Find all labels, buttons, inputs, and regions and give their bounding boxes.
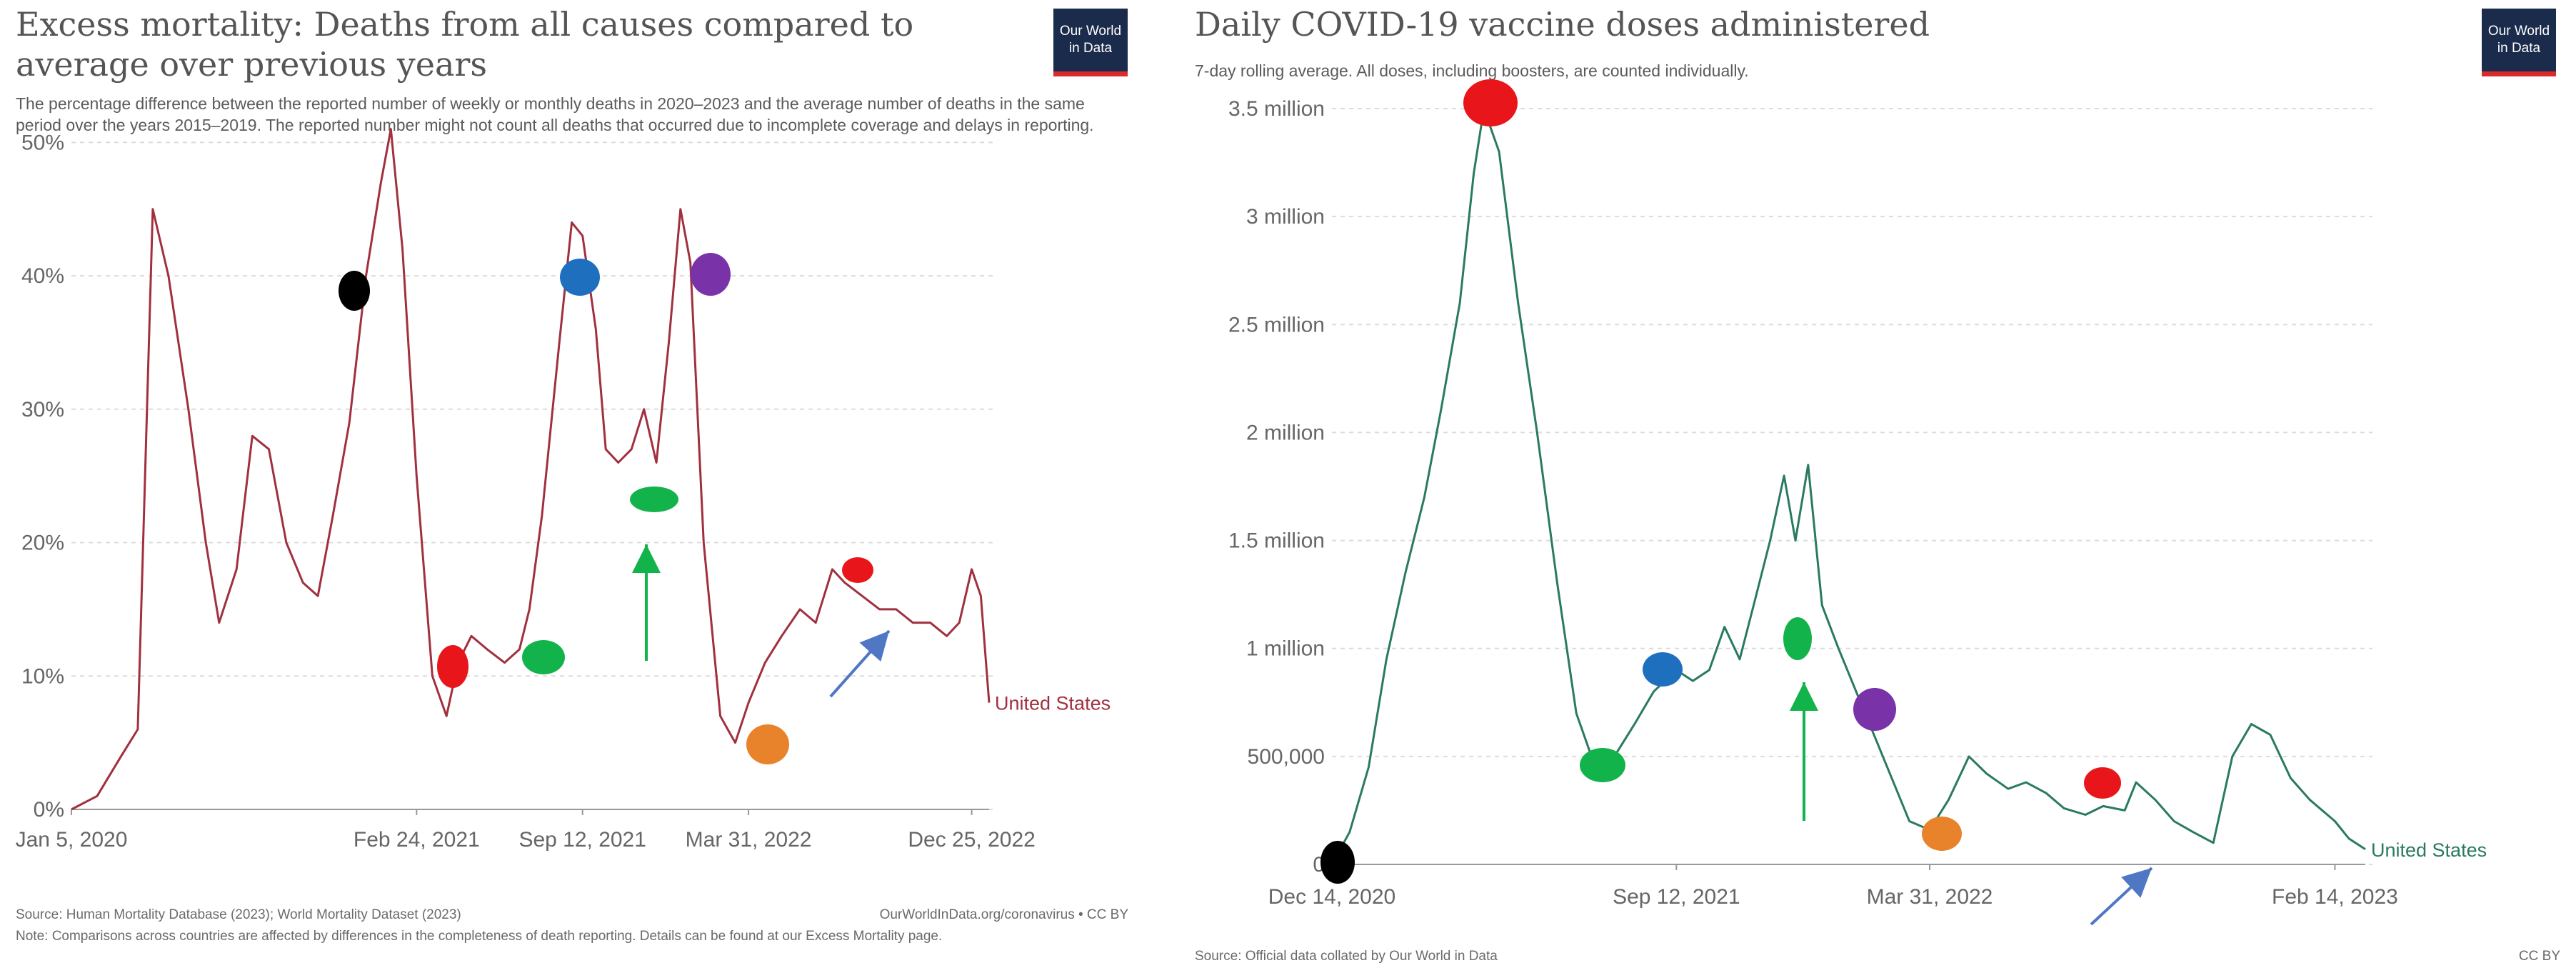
left-chart-subtitle: The percentage difference between the re… [16, 94, 1094, 134]
left-marker-red [437, 645, 468, 688]
right-y-tick-label: 3.5 million [1228, 97, 1325, 121]
logo-text: Our World in Data [2487, 24, 2550, 56]
right-y-tick-label: 1 million [1246, 637, 1325, 661]
right-x-tick-label: Feb 14, 2023 [2272, 885, 2398, 909]
left-arrow-blue [829, 629, 891, 698]
right-y-tick-label: 2.5 million [1228, 313, 1325, 336]
left-arrow-blue-head [859, 631, 889, 662]
left-series-label: United States [995, 693, 1111, 714]
left-marker-red-2 [842, 557, 873, 583]
left-x-tick-label: Mar 31, 2022 [686, 828, 812, 852]
vaccine-doses-panel: Daily COVID-19 vaccine doses administere… [1175, 0, 2576, 978]
left-y-tick-label: 10% [21, 664, 64, 688]
right-y-tick-label: 500,000 [1248, 745, 1325, 769]
left-x-tick-label: Sep 12, 2021 [518, 828, 646, 852]
left-x-tick-label: Jan 5, 2020 [16, 828, 128, 852]
right-marker-green [1580, 748, 1625, 782]
left-marker-green-2 [630, 486, 678, 512]
left-marker-orange [746, 724, 789, 764]
left-y-tick-label: 20% [21, 532, 64, 555]
left-y-tick-label: 0% [34, 798, 64, 822]
left-y-tick-label: 50% [21, 131, 64, 154]
excess-mortality-panel: Excess mortality: Deaths from all causes… [0, 0, 1132, 978]
right-marker-green-2 [1783, 617, 1812, 660]
right-chart-title: Daily COVID-19 vaccine doses administere… [1195, 5, 1930, 44]
right-y-tick-label: 2 million [1246, 421, 1325, 444]
right-marker-orange [1922, 817, 1962, 851]
right-series-line [1330, 107, 2366, 865]
left-marker-blue [560, 259, 600, 296]
left-note: Note: Comparisons across countries are a… [16, 929, 943, 944]
owid-logo-left[interactable]: Our World in Data [1053, 9, 1128, 76]
right-x-tick-label: Dec 14, 2020 [1268, 885, 1395, 909]
left-source: Source: Human Mortality Database (2023);… [16, 907, 461, 922]
left-y-tick-label: 30% [21, 398, 64, 421]
left-marker-purple [691, 253, 731, 296]
right-marker-red-2 [2084, 767, 2121, 799]
right-arrow-blue-head [2121, 868, 2152, 898]
left-credit[interactable]: OurWorldInData.org/coronavirus • CC BY [879, 907, 1128, 922]
right-credit: CC BY [2518, 949, 2560, 964]
right-arrow-green-head [1790, 682, 1818, 711]
owid-logo-right[interactable]: Our World in Data [2482, 9, 2556, 76]
left-x-tick-label: Dec 25, 2022 [908, 828, 1035, 852]
left-y-tick-label: 40% [21, 264, 64, 288]
left-series-line [71, 128, 991, 811]
right-marker-purple [1853, 688, 1896, 731]
right-marker-blue [1643, 652, 1683, 687]
right-chart-subtitle: 7-day rolling average. All doses, includ… [1195, 61, 1749, 80]
left-x-tick-label: Feb 24, 2021 [354, 828, 480, 852]
right-source: Source: Official data collated by Our Wo… [1195, 949, 1498, 964]
right-x-tick-label: Mar 31, 2022 [1867, 885, 1993, 909]
right-x-tick-label: Sep 12, 2021 [1613, 885, 1740, 909]
right-marker-black [1320, 841, 1355, 884]
right-y-tick-label: 1.5 million [1228, 529, 1325, 553]
right-arrow-green [1790, 682, 1818, 821]
logo-text: Our World in Data [1059, 24, 1122, 56]
right-arrow-blue [2090, 867, 2153, 926]
left-arrow-green-head [632, 544, 661, 573]
left-marker-black [339, 271, 370, 311]
right-y-tick-label: 3 million [1246, 205, 1325, 229]
right-series-label: United States [2371, 839, 2487, 861]
left-chart-title: Excess mortality: Deaths from all causes… [16, 5, 914, 84]
right-marker-red [1463, 79, 1518, 126]
left-marker-green [522, 640, 565, 674]
left-arrow-green [632, 544, 661, 661]
